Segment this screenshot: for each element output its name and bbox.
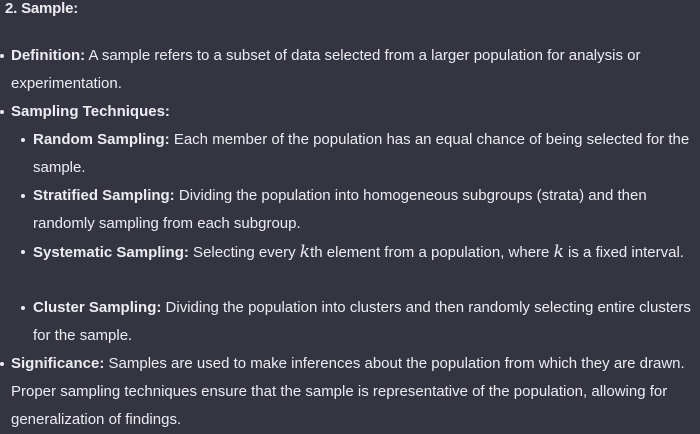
- technique-term: Random Sampling:: [33, 131, 170, 148]
- technique-term: Cluster Sampling:: [33, 299, 162, 316]
- bullet-icon: [21, 250, 25, 254]
- technique-text: Dividing the population into clusters an…: [33, 299, 691, 344]
- bullet-icon: [21, 306, 25, 310]
- technique-text: Each member of the population has an equ…: [33, 131, 690, 176]
- definition-text: A sample refers to a subset of data sele…: [11, 47, 641, 92]
- bullet-icon: [0, 110, 4, 114]
- significance-term: Significance:: [11, 355, 105, 372]
- technique-text: Dividing the population into homogeneous…: [33, 187, 647, 232]
- technique-systematic: Systematic Sampling: Selecting every kth…: [33, 238, 697, 267]
- technique-text-after: is a fixed interval.: [563, 244, 684, 261]
- bullet-icon: [21, 138, 25, 142]
- technique-text-mid: th element from a population, where: [310, 244, 554, 261]
- definition-item: Definition: A sample refers to a subset …: [11, 42, 693, 98]
- bullet-icon: [0, 362, 4, 366]
- math-variable: k: [299, 242, 311, 262]
- significance-item: Significance: Samples are used to make i…: [11, 350, 693, 434]
- technique-text-before: Selecting every: [188, 244, 300, 261]
- bullet-icon: [21, 194, 25, 198]
- techniques-term: Sampling Techniques:: [11, 103, 170, 120]
- technique-term: Systematic Sampling:: [33, 244, 189, 261]
- technique-cluster: Cluster Sampling: Dividing the populatio…: [33, 294, 697, 350]
- technique-random: Random Sampling: Each member of the popu…: [33, 126, 697, 182]
- technique-stratified: Stratified Sampling: Dividing the popula…: [33, 182, 697, 238]
- bullet-icon: [0, 54, 4, 58]
- section-heading: 2. Sample:: [5, 0, 79, 17]
- technique-term: Stratified Sampling:: [33, 187, 175, 204]
- definition-term: Definition:: [11, 47, 86, 64]
- techniques-item: Sampling Techniques:: [11, 98, 693, 126]
- significance-text: Samples are used to make inferences abou…: [11, 355, 685, 428]
- math-variable: k: [553, 242, 564, 262]
